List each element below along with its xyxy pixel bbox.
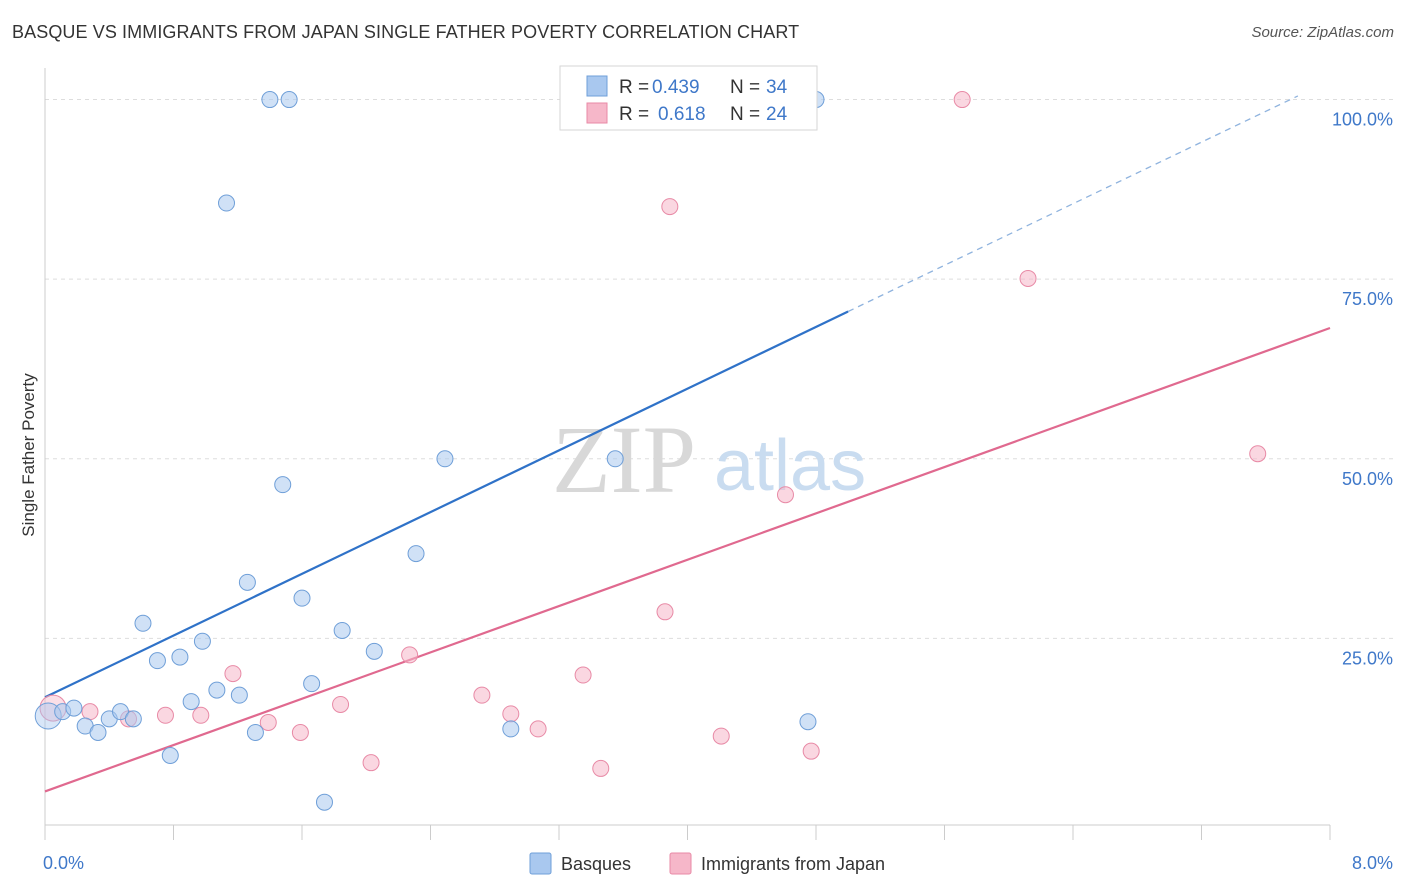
data-point-basques	[193, 632, 211, 650]
legend-r-value: 0.439	[652, 77, 700, 98]
data-point-japan	[291, 724, 309, 742]
chart-title: BASQUE VS IMMIGRANTS FROM JAPAN SINGLE F…	[12, 22, 800, 42]
legend-r-label: R =	[619, 77, 649, 98]
data-points	[34, 91, 1267, 811]
data-point-basques	[407, 545, 425, 563]
data-point-basques	[436, 450, 454, 468]
data-point-basques	[218, 194, 236, 212]
data-point-basques	[238, 573, 256, 591]
data-point-japan	[81, 703, 99, 721]
data-point-basques	[315, 793, 333, 811]
legend-n-label: N =	[730, 104, 760, 125]
data-point-japan	[1019, 269, 1037, 287]
y-tick-label: 25.0%	[1342, 648, 1393, 668]
data-point-basques	[606, 450, 624, 468]
y-tick-label: 50.0%	[1342, 469, 1393, 489]
data-point-japan	[574, 666, 592, 684]
chart-source: Source: ZipAtlas.com	[1251, 24, 1394, 41]
data-point-japan	[332, 695, 350, 713]
data-point-basques	[261, 91, 279, 109]
legend-r-label: R =	[619, 104, 649, 125]
data-point-basques	[799, 713, 817, 731]
data-point-japan	[473, 686, 491, 704]
data-point-japan	[1249, 445, 1267, 463]
x-tick-label: 8.0%	[1352, 853, 1393, 873]
data-point-japan	[529, 720, 547, 738]
legend-n-label: N =	[730, 77, 760, 98]
y-axis-label: Single Father Poverty	[19, 373, 38, 537]
data-point-basques	[208, 681, 226, 699]
data-point-japan	[224, 665, 242, 683]
data-point-japan	[953, 91, 971, 109]
legend-swatch-japan	[586, 102, 608, 124]
data-point-japan	[592, 759, 610, 777]
trend-line-japan	[44, 326, 1331, 793]
data-point-basques	[89, 724, 107, 742]
data-point-japan	[712, 727, 730, 745]
y-tick-label: 75.0%	[1342, 289, 1393, 309]
correlation-legend: R = 0.439 N = 34 R = 0.618 N = 24	[559, 65, 818, 131]
data-point-japan	[661, 198, 679, 216]
data-point-japan	[362, 754, 380, 772]
data-point-basques	[303, 675, 321, 693]
legend-r-value: 0.618	[658, 104, 706, 125]
data-point-basques	[182, 693, 200, 711]
data-point-basques	[502, 720, 520, 738]
data-point-basques	[65, 699, 83, 717]
grid-lines	[45, 99, 1395, 639]
data-point-japan	[776, 486, 794, 504]
series-legend-label-japan: Immigrants from Japan	[701, 854, 885, 874]
tick-labels: 25.0% 50.0% 75.0% 100.0% 0.0% 8.0%	[43, 110, 1393, 873]
data-point-japan	[802, 742, 820, 760]
data-point-japan	[401, 646, 419, 664]
data-point-basques	[293, 589, 311, 607]
data-point-japan	[502, 705, 520, 723]
data-point-basques	[111, 703, 129, 721]
data-point-basques	[171, 648, 189, 666]
data-point-basques	[365, 642, 383, 660]
data-point-japan	[656, 603, 674, 621]
data-point-basques	[124, 710, 142, 728]
trend-lines	[44, 95, 1331, 793]
series-legend-swatch-japan	[669, 852, 692, 875]
axes	[44, 68, 1331, 840]
data-point-basques	[134, 614, 152, 632]
legend-n-value: 24	[766, 104, 788, 125]
legend-swatch-basques	[586, 75, 608, 97]
data-point-basques	[246, 724, 264, 742]
series-legend-swatch-basques	[529, 852, 552, 875]
data-point-japan	[156, 706, 174, 724]
x-tick-label: 0.0%	[43, 853, 84, 873]
data-point-basques	[230, 686, 248, 704]
data-point-japan	[192, 706, 210, 724]
data-point-basques	[148, 652, 166, 670]
y-tick-label: 100.0%	[1332, 110, 1393, 130]
data-point-basques	[274, 476, 292, 494]
data-point-basques	[161, 746, 179, 764]
series-legend: Basques Immigrants from Japan	[529, 852, 885, 875]
series-legend-label-basques: Basques	[561, 854, 631, 874]
watermark: ZIP atlas	[552, 406, 866, 513]
trend-line-basques	[44, 310, 849, 699]
data-point-basques	[333, 621, 351, 639]
data-point-japan	[259, 713, 277, 731]
legend-n-value: 34	[766, 77, 788, 98]
data-point-basques	[280, 91, 298, 109]
watermark-zip: ZIP	[552, 406, 696, 513]
